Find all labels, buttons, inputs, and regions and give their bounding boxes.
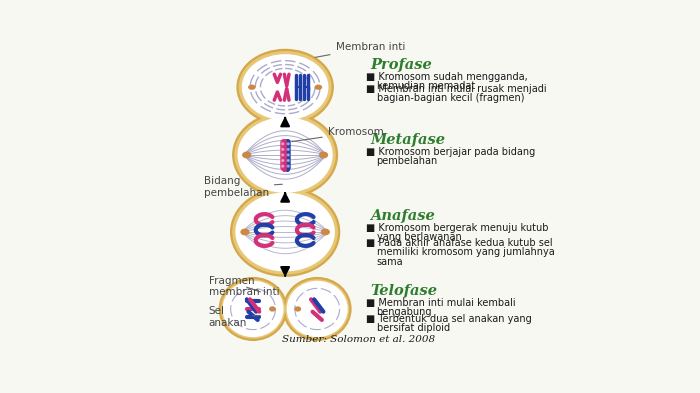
Ellipse shape — [320, 152, 328, 158]
Text: ■ Kromosom bergerak menuju kutub: ■ Kromosom bergerak menuju kutub — [367, 223, 549, 233]
Ellipse shape — [223, 281, 283, 336]
Text: ■ Membran inti mulai rusak menjadi: ■ Membran inti mulai rusak menjadi — [367, 84, 547, 94]
Text: yang berlawanan: yang berlawanan — [377, 232, 461, 242]
Ellipse shape — [270, 307, 275, 311]
Ellipse shape — [287, 143, 289, 145]
Ellipse shape — [288, 281, 347, 336]
Ellipse shape — [315, 85, 321, 89]
Ellipse shape — [295, 307, 300, 311]
Text: kemudian memadat: kemudian memadat — [377, 81, 475, 91]
Text: Sel
anakan: Sel anakan — [209, 306, 260, 328]
Ellipse shape — [238, 118, 332, 192]
Text: Bidang
pembelahan: Bidang pembelahan — [204, 176, 282, 198]
Text: bagian-bagian kecil (fragmen): bagian-bagian kecil (fragmen) — [377, 94, 524, 103]
Ellipse shape — [242, 55, 328, 119]
Text: Anafase: Anafase — [370, 209, 435, 223]
Text: Kromosom: Kromosom — [292, 127, 384, 141]
Text: ■ Kromosom sudah mengganda,: ■ Kromosom sudah mengganda, — [367, 72, 528, 82]
Text: Metafase: Metafase — [370, 133, 445, 147]
Text: ■ Kromosom berjajar pada bidang: ■ Kromosom berjajar pada bidang — [367, 147, 536, 157]
Ellipse shape — [284, 277, 351, 340]
Ellipse shape — [282, 154, 284, 156]
Text: Membran inti: Membran inti — [315, 42, 405, 57]
Text: pembelahan: pembelahan — [377, 156, 438, 167]
Ellipse shape — [282, 165, 284, 167]
Text: Fragmen
membran inti: Fragmen membran inti — [209, 275, 279, 297]
Text: sama: sama — [377, 257, 403, 266]
Text: Profase: Profase — [370, 58, 432, 72]
Ellipse shape — [241, 229, 248, 235]
Text: Sumber: Solomon et al. 2008: Sumber: Solomon et al. 2008 — [282, 334, 435, 343]
Ellipse shape — [287, 149, 289, 151]
Ellipse shape — [248, 85, 255, 89]
Ellipse shape — [287, 154, 289, 156]
Ellipse shape — [233, 190, 337, 274]
Ellipse shape — [219, 277, 287, 340]
Ellipse shape — [282, 160, 284, 162]
Ellipse shape — [239, 52, 331, 123]
Ellipse shape — [237, 50, 333, 125]
Ellipse shape — [222, 280, 284, 338]
Text: ■ Membran inti mulai kembali: ■ Membran inti mulai kembali — [367, 298, 516, 308]
Text: bersifat diploid: bersifat diploid — [377, 323, 449, 333]
Ellipse shape — [231, 188, 340, 276]
Ellipse shape — [235, 115, 335, 195]
Text: bengabung: bengabung — [377, 307, 432, 318]
Ellipse shape — [287, 160, 289, 162]
Text: Telofase: Telofase — [370, 284, 438, 298]
Ellipse shape — [236, 193, 334, 271]
Ellipse shape — [287, 165, 289, 167]
Text: memiliki kromosom yang jumlahnya: memiliki kromosom yang jumlahnya — [377, 247, 554, 257]
Text: ■ Terbentuk dua sel anakan yang: ■ Terbentuk dua sel anakan yang — [367, 314, 532, 323]
Ellipse shape — [286, 280, 349, 338]
Ellipse shape — [282, 143, 284, 145]
Ellipse shape — [233, 112, 337, 198]
Text: ■ Pada akhir anafase kedua kutub sel: ■ Pada akhir anafase kedua kutub sel — [367, 238, 553, 248]
Ellipse shape — [282, 149, 284, 151]
Ellipse shape — [243, 152, 251, 158]
Ellipse shape — [321, 229, 329, 235]
